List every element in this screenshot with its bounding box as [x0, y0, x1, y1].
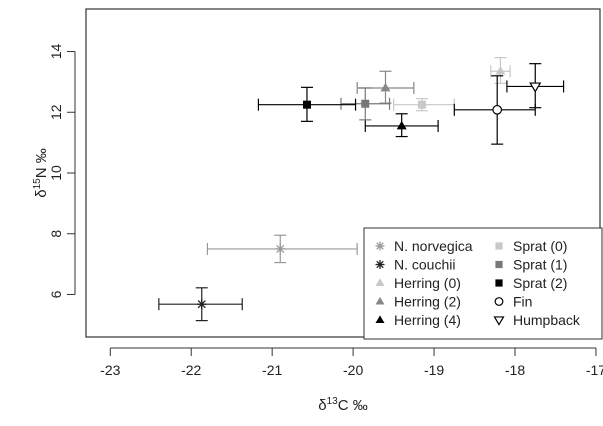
asterisk-stroke — [376, 242, 384, 250]
x-axis: -23 -22 -21 -20 -19 -18 -17 — [100, 347, 603, 378]
x-tick-label: -19 — [424, 362, 444, 378]
legend-item-herring-2: Herring (2) — [375, 294, 461, 310]
y-axis: 6 8 10 12 14 — [48, 44, 76, 298]
x-tick-label: -20 — [343, 362, 363, 378]
legend-item-humpback: Humpback — [493, 312, 581, 328]
asterisk-stroke — [276, 244, 285, 253]
legend-label-sprat-1: Sprat (1) — [513, 257, 567, 273]
x-tick-label: -18 — [505, 362, 525, 378]
y-tick-label: 12 — [48, 104, 64, 120]
point-fin — [492, 104, 503, 115]
point-sprat-1 — [361, 99, 370, 108]
y-tick-label: 8 — [48, 230, 64, 238]
x-axis-title: δ13C ‰ — [318, 396, 367, 414]
legend-marker-n-couchii — [375, 260, 385, 269]
y-axis-title-prefix: δ — [33, 189, 50, 197]
legend-marker-herring-0 — [375, 278, 385, 287]
legend-item-n-couchii: N. couchii — [375, 257, 455, 273]
legend-label-sprat-0: Sprat (0) — [513, 238, 567, 254]
data-points — [196, 66, 542, 310]
plot-frame — [85, 8, 601, 338]
x-axis-title-prefix: δ — [318, 397, 326, 414]
legend-marker-fin — [494, 297, 504, 306]
point-sprat-2 — [302, 100, 311, 109]
legend-item-herring-0: Herring (0) — [375, 275, 461, 291]
legend-marker-n-norvegica — [375, 241, 385, 251]
y-axis-title-sup: 15 — [32, 178, 43, 190]
legend-label-n-couchii: N. couchii — [394, 257, 455, 273]
point-herring-4 — [396, 120, 407, 130]
x-tick-label: -17 — [586, 362, 603, 378]
asterisk-stroke — [376, 260, 384, 269]
point-herring-2 — [380, 82, 391, 92]
legend-marker-herring-4 — [375, 315, 385, 324]
y-tick-label: 10 — [48, 165, 64, 181]
legend-marker-sprat-2 — [495, 279, 503, 287]
legend-marker-herring-2 — [375, 296, 385, 305]
asterisk-stroke — [197, 300, 206, 309]
point-sprat-0 — [417, 100, 426, 109]
legend-label-sprat-2: Sprat (2) — [513, 275, 567, 291]
point-n-couchii — [196, 299, 207, 310]
legend-box — [363, 227, 603, 340]
legend-marker-sprat-0 — [495, 242, 503, 250]
x-tick-label: -23 — [100, 362, 120, 378]
y-axis-title-suffix: N ‰ — [33, 148, 50, 178]
point-herring-0 — [495, 66, 506, 75]
y-tick-label: 6 — [48, 290, 64, 298]
legend-marker-humpback — [493, 316, 505, 326]
legend-item-sprat-0: Sprat (0) — [495, 238, 567, 254]
legend-marker-sprat-1 — [495, 260, 503, 269]
y-tick-label: 14 — [48, 44, 64, 60]
legend-item-n-norvegica: N. norvegica — [375, 238, 473, 254]
legend-label-fin: Fin — [513, 294, 532, 310]
legend: N. norvegica N. couchii Herring (0) Herring… — [363, 227, 603, 340]
legend-item-herring-4: Herring (4) — [375, 312, 461, 328]
legend-label-herring-2: Herring (2) — [394, 294, 461, 310]
x-axis-title-suffix: C ‰ — [338, 397, 368, 414]
legend-label-herring-4: Herring (4) — [394, 312, 461, 328]
legend-label-n-norvegica: N. norvegica — [394, 238, 473, 254]
legend-label-herring-0: Herring (0) — [394, 275, 461, 291]
point-humpback — [529, 82, 542, 93]
legend-item-fin: Fin — [494, 294, 532, 310]
x-axis-title-sup: 13 — [327, 396, 339, 407]
legend-label-humpback: Humpback — [513, 312, 581, 328]
legend-item-sprat-1: Sprat (1) — [495, 257, 567, 273]
y-axis-title: δ15N ‰ — [32, 148, 50, 197]
point-n-norvegica — [275, 243, 286, 254]
x-tick-label: -21 — [262, 362, 282, 378]
legend-item-sprat-2: Sprat (2) — [495, 275, 567, 291]
x-tick-label: -22 — [181, 362, 201, 378]
